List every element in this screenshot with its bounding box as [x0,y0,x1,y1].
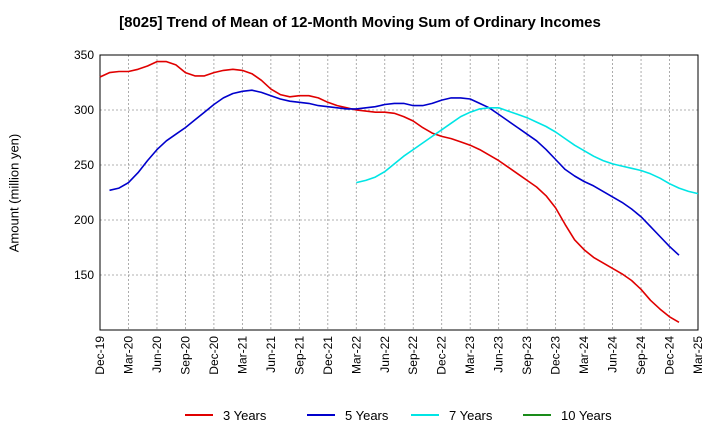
tick-layer: Dec-19 Mar-20 Jun-20 Sep-20 Dec-20 Mar-21 Jun-… [74,48,705,375]
x-tick-label: Jun-23 [492,336,506,373]
x-tick-label: Dec-19 [93,336,107,375]
y-tick-label: 250 [74,158,94,172]
x-tick-label: Sep-20 [178,336,192,375]
x-tick-label: Sep-22 [406,336,420,375]
x-tick-label: Dec-20 [207,336,221,375]
y-tick-label: 300 [74,103,94,117]
x-tick-label: Mar-24 [577,336,591,374]
x-tick-label: Sep-21 [292,336,306,375]
x-tick-label: Dec-22 [435,336,449,375]
legend-item: 7 Years [411,408,493,423]
chart-title: [8025] Trend of Mean of 12-Month Moving … [119,14,601,31]
x-tick-label: Mar-25 [691,336,705,374]
x-tick-label: Mar-20 [121,336,135,374]
x-tick-label: Sep-23 [520,336,534,375]
x-tick-label: Mar-23 [463,336,477,374]
x-tick-label: Dec-24 [663,336,677,375]
x-tick-label: Mar-22 [349,336,363,374]
series-layer [99,60,699,323]
y-tick-label: 200 [74,213,94,227]
series-line-5-years [109,89,680,256]
x-tick-label: Jun-24 [606,336,620,373]
y-tick-label: 150 [74,268,94,282]
legend-label: 7 Years [449,408,493,423]
x-tick-label: Mar-21 [235,336,249,374]
y-tick-label: 350 [74,48,94,62]
legend: 3 Years 5 Years 7 Years 10 Years [185,408,612,423]
x-tick-label: Sep-24 [634,336,648,375]
x-tick-label: Dec-21 [321,336,335,375]
legend-item: 3 Years [185,408,267,423]
legend-label: 5 Years [345,408,389,423]
x-tick-label: Jun-20 [150,336,164,373]
legend-item: 5 Years [307,408,389,423]
x-tick-label: Dec-23 [549,336,563,375]
legend-item: 10 Years [523,408,612,423]
x-tick-label: Jun-22 [378,336,392,373]
series-line-7-years [356,107,699,195]
series-line-3-years [99,60,680,323]
plot-frame [99,54,699,331]
x-tick-label: Jun-21 [264,336,278,373]
grid-layer [100,55,698,330]
legend-label: 10 Years [561,408,612,423]
legend-label: 3 Years [223,408,267,423]
